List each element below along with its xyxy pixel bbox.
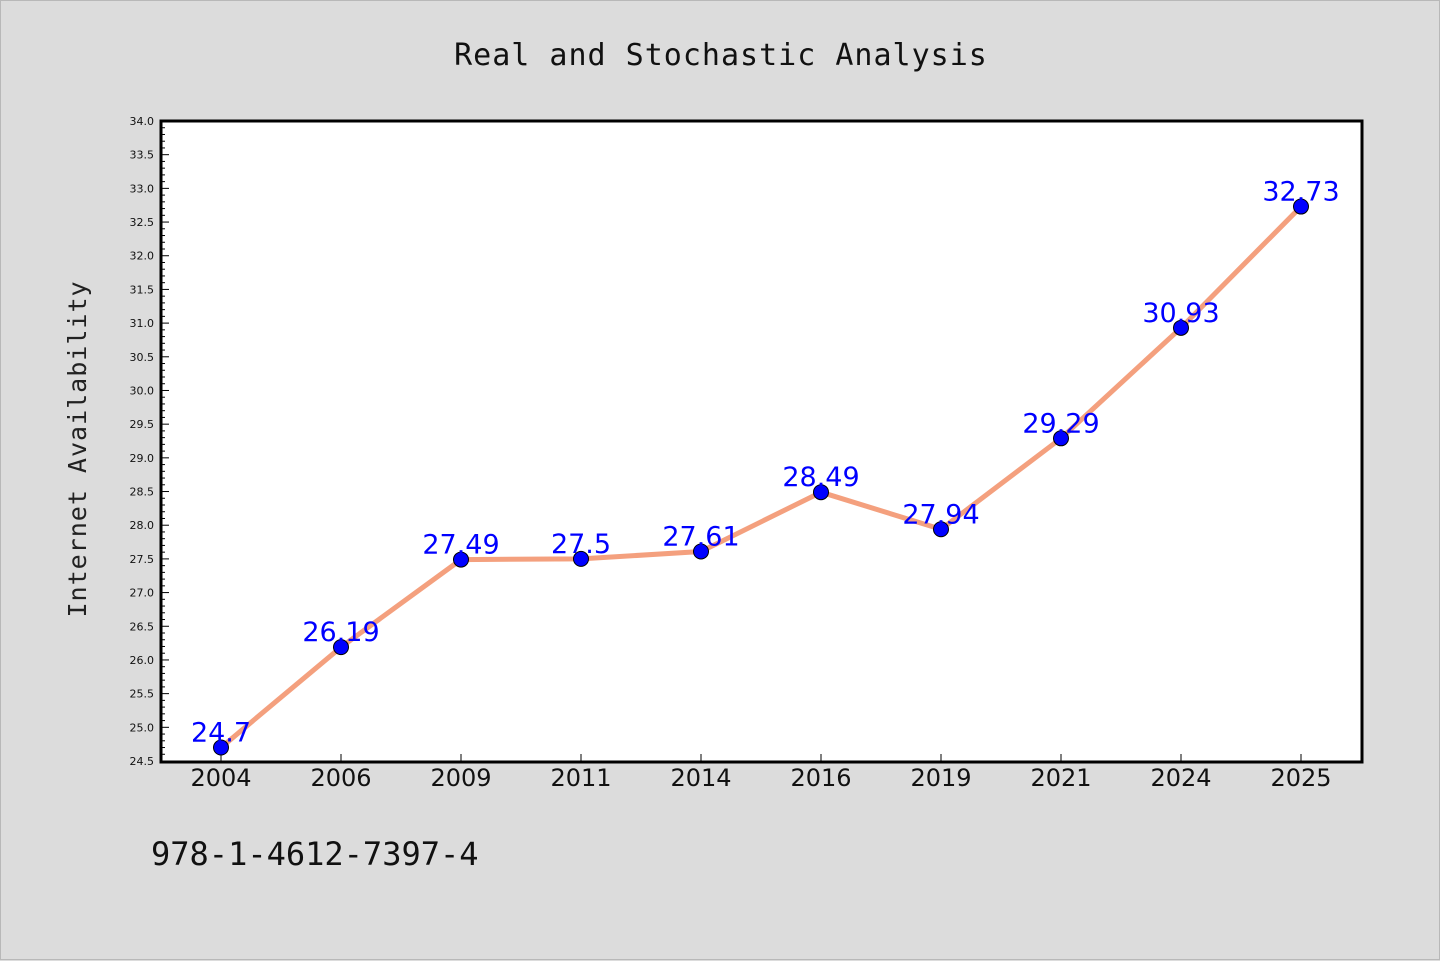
y-tick-label: 25.0	[130, 721, 155, 734]
y-tick-label: 29.0	[130, 452, 155, 465]
data-label: 32.73	[1262, 177, 1339, 208]
plot-area	[159, 119, 1364, 764]
footer-isbn: 978-1-4612-7397-4	[151, 835, 479, 873]
data-label: 27.5	[551, 529, 611, 560]
y-tick-label: 27.5	[130, 553, 155, 566]
data-labels-group: 24.7 26.19 27.49 27.5 27.61 28.49 27.94 29.29 30…	[191, 177, 1340, 749]
data-label: 27.61	[662, 521, 739, 552]
x-tick-label: 2011	[550, 764, 611, 792]
x-tick-label: 2019	[910, 764, 971, 792]
x-tick-label: 2006	[310, 764, 371, 792]
y-tick-label: 33.5	[130, 149, 155, 162]
y-tick-label: 30.5	[130, 351, 155, 364]
y-tick-label: 31.0	[130, 317, 155, 330]
data-label: 27.49	[422, 530, 499, 561]
data-point	[1053, 430, 1069, 447]
data-label: 24.7	[191, 718, 251, 749]
x-tick-label: 2016	[790, 764, 851, 792]
x-tick-label: 2009	[430, 764, 491, 792]
y-tick-label: 32.5	[130, 216, 155, 229]
data-point	[1173, 319, 1189, 336]
data-label: 30.93	[1142, 298, 1219, 329]
data-point	[693, 543, 709, 560]
y-tick-label: 34.0	[130, 115, 155, 128]
x-tick-label: 2004	[190, 764, 251, 792]
y-tick-label: 25.5	[130, 688, 155, 701]
y-axis: 24.5 25.0 25.5 26.0 26.5 27.0 27.5 28.0 28.5 29.0…	[130, 115, 169, 768]
y-axis-label: Internet Availability	[63, 280, 92, 617]
y-tick-label: 33.0	[130, 182, 155, 195]
data-label: 27.94	[902, 499, 979, 530]
x-tick-label: 2024	[1150, 764, 1211, 792]
x-axis: 2004 2006 2009 2011 2014 2016 2019 2021 2024 2025	[190, 754, 1332, 792]
y-tick-label: 27.0	[130, 587, 155, 600]
y-tick-label: 29.5	[130, 418, 155, 431]
y-tick-label: 30.0	[130, 384, 155, 397]
data-point	[213, 739, 229, 756]
data-point	[813, 484, 829, 501]
y-tick-label: 26.0	[130, 654, 155, 667]
y-tick-label: 28.5	[130, 486, 155, 499]
x-tick-label: 2014	[670, 764, 731, 792]
data-point	[573, 550, 589, 567]
x-tick-label: 2021	[1030, 764, 1091, 792]
y-tick-label: 32.0	[130, 250, 155, 263]
series-line	[218, 204, 1304, 751]
data-point	[453, 551, 469, 568]
data-label: 28.49	[782, 462, 859, 493]
y-tick-label: 24.5	[130, 755, 155, 768]
chart-title: Real and Stochastic Analysis	[454, 38, 988, 73]
y-tick-label: 28.0	[130, 519, 155, 532]
data-label: 26.19	[302, 617, 379, 648]
data-point	[933, 521, 949, 538]
x-tick-label: 2025	[1270, 764, 1331, 792]
data-point	[333, 639, 349, 656]
data-point	[1293, 198, 1309, 215]
data-label: 29.29	[1022, 408, 1099, 439]
y-tick-label: 31.5	[130, 283, 155, 296]
series-group	[213, 198, 1309, 756]
y-tick-label: 26.5	[130, 620, 155, 633]
